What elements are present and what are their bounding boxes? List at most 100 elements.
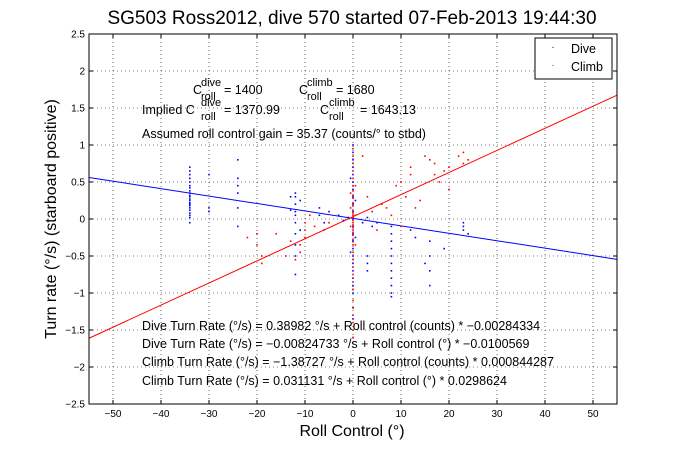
dive-point (294, 244, 297, 246)
climb-point (361, 155, 364, 157)
dive-point (354, 236, 357, 239)
y-tick-labels: 2.5 2 1.5 1 0.5 0 −0.5 −1 −1.5 −2 −2.5 (65, 30, 85, 411)
dive-point (237, 159, 239, 161)
implied-climb-value: = 1643.13 (360, 103, 416, 117)
c-roll-dive-sup: dive (201, 77, 221, 89)
y-tick-label: −2.5 (65, 400, 85, 411)
dive-point (347, 216, 349, 219)
dive-point (189, 201, 191, 204)
climb-point (352, 209, 354, 211)
dive-point (429, 240, 431, 242)
y-tick-label: 0.5 (71, 178, 85, 189)
climb-point (352, 336, 354, 339)
y-tick-label: −0.5 (65, 252, 85, 263)
x-tick-label: 0 (350, 409, 356, 420)
climb-point (409, 166, 412, 168)
dive-point (366, 255, 369, 257)
climb-point (275, 233, 277, 235)
dive-point (189, 221, 191, 224)
implied-c-prefix: Implied C (142, 103, 195, 117)
dive-point (424, 262, 426, 265)
climb-point (433, 162, 436, 165)
dive-point (237, 207, 239, 209)
climb-point (448, 188, 450, 191)
dive-point (237, 177, 239, 180)
dive-point (189, 198, 191, 200)
climb-point (448, 166, 450, 168)
dive-point (294, 233, 297, 235)
dive-point (366, 262, 369, 265)
x-tick-label: 40 (539, 409, 551, 420)
climb-point (366, 196, 369, 198)
climb-point (462, 162, 465, 165)
dive-point (352, 262, 354, 265)
dive-point (429, 270, 431, 272)
dive-point (349, 177, 352, 180)
dive-point (208, 210, 210, 213)
dive-point (189, 181, 191, 183)
dive-point (208, 207, 210, 209)
dive-point (237, 184, 239, 187)
dive-point (189, 192, 191, 194)
climb-point (352, 155, 354, 157)
climb-point (352, 177, 354, 180)
dive-point (318, 207, 321, 209)
dive-point (352, 188, 354, 191)
climb-point (409, 173, 412, 176)
climb-point (352, 229, 354, 231)
dive-point (390, 284, 393, 287)
dive-point (390, 270, 393, 272)
y-tick-label: −1.5 (65, 326, 85, 337)
legend-dive-marker: · (551, 42, 554, 53)
dive-point (189, 204, 191, 207)
dive-point (237, 225, 239, 228)
dive-point (237, 192, 239, 194)
climb-point (352, 224, 354, 226)
legend: · Dive · Climb (534, 37, 613, 80)
dive-point (294, 196, 297, 198)
climb-point (323, 229, 325, 231)
dive-point (294, 221, 297, 224)
climb-point (349, 192, 352, 194)
dive-point (390, 225, 393, 228)
climb-point (352, 266, 354, 268)
dive-point (352, 292, 354, 294)
dive-point (189, 214, 191, 217)
x-tick-label: 30 (491, 409, 503, 420)
dive-point (294, 192, 297, 194)
dive-point (337, 214, 340, 217)
x-tick-label: 20 (443, 409, 455, 420)
implied-dive-value: = 1370.99 (224, 103, 280, 117)
climb-point (352, 321, 354, 324)
x-tick-label: −10 (297, 409, 314, 420)
dive-point (429, 284, 431, 287)
climb-point (433, 173, 436, 176)
dive-point (467, 233, 469, 235)
climb-point (352, 288, 354, 291)
climb-point (352, 314, 354, 316)
data-points (189, 144, 469, 339)
climb-point (352, 216, 354, 219)
y-tick-label: 1.5 (71, 104, 85, 115)
climb-point (467, 159, 469, 161)
dive-point (294, 255, 297, 257)
y-tick-label: 2 (79, 67, 85, 78)
climb-point (349, 225, 352, 228)
climb-point (352, 162, 354, 165)
climb-point (352, 281, 354, 283)
y-tick-label: 2.5 (71, 30, 85, 41)
dive-point (294, 273, 297, 276)
climb-point (352, 231, 354, 234)
dive-point (376, 221, 378, 224)
climb-point (352, 197, 354, 200)
climb-point (352, 170, 354, 172)
dive-point (390, 233, 393, 235)
climb-point (299, 251, 301, 254)
climb-point (443, 170, 445, 172)
dive-point (462, 229, 465, 231)
climb-point (419, 199, 421, 202)
climb-point (457, 155, 460, 157)
dive-point (352, 166, 354, 168)
dive-point (352, 151, 354, 154)
